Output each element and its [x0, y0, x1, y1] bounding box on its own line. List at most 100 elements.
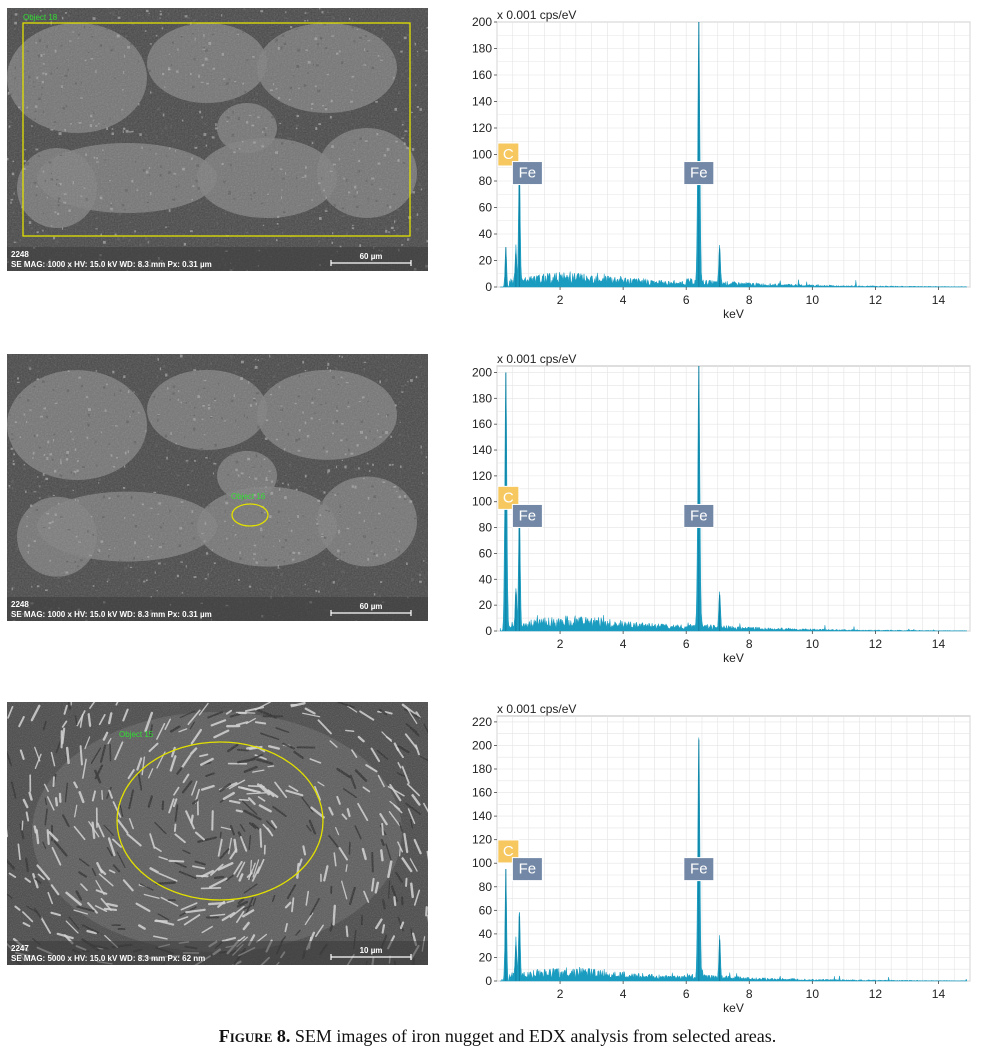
scalebar-label: 60 µm: [360, 602, 383, 611]
element-label-box: [683, 857, 715, 882]
y-tick-label: 120: [472, 833, 492, 847]
x-tick-label: 4: [620, 293, 627, 307]
y-tick-label: 0: [485, 624, 492, 638]
sem-image-id: 2247: [11, 944, 29, 953]
y-axis-label: x 0.001 cps/eV: [497, 352, 576, 366]
x-tick-label: 6: [683, 637, 690, 651]
element-label-text: C: [503, 146, 514, 163]
element-label-fe-2: Fe: [511, 503, 543, 528]
sem-acquisition-info: SE MAG: 1000 x HV: 15.0 kV WD: 8.3 mm Px…: [11, 260, 212, 269]
sem-panel-1: Object 18 2248 SE MAG: 1000 x HV: 15.0 kV …: [7, 8, 428, 271]
y-tick-label: 60: [479, 201, 493, 215]
element-label-text: Fe: [519, 165, 537, 182]
x-axis-label: keV: [723, 307, 744, 321]
x-tick-label: 8: [746, 987, 753, 1001]
selection-ellipse: [231, 503, 269, 527]
element-label-c-1: C: [497, 485, 520, 510]
x-tick-label: 12: [869, 293, 883, 307]
sem-noise: [7, 354, 428, 621]
y-tick-label: 80: [479, 174, 493, 188]
scalebar-label: 10 µm: [360, 946, 383, 955]
y-tick-label: 160: [472, 417, 492, 431]
sem-noise: [7, 8, 428, 271]
element-label-box: [683, 161, 715, 186]
plot-area: 0 20 40 60 80 100 120 140 160 180 200 2 4 6 8 10 12 14 x 0…: [472, 352, 971, 665]
x-tick-label: 4: [620, 987, 627, 1001]
y-tick-label: 160: [472, 786, 492, 800]
x-tick-label: 14: [932, 293, 946, 307]
element-label-box: [511, 161, 543, 186]
y-tick-label: 200: [472, 15, 492, 29]
x-tick-label: 10: [806, 293, 820, 307]
element-label-c-1: C: [497, 142, 520, 167]
sem-panel-2: Object 16 2248 SE MAG: 1000 x HV: 15.0 kV …: [7, 354, 428, 621]
object-label: Object 15: [119, 730, 154, 739]
y-tick-label: 0: [485, 280, 492, 294]
sem-noise: [7, 702, 428, 965]
object-label: Object 18: [23, 13, 58, 22]
y-tick-label: 200: [472, 365, 492, 379]
selection-rectangle: [22, 22, 411, 237]
element-label-box: [683, 503, 715, 528]
y-tick-label: 100: [472, 148, 492, 162]
x-tick-label: 4: [620, 637, 627, 651]
element-label-fe-3: Fe: [683, 857, 715, 882]
scalebar-label: 60 µm: [360, 252, 383, 261]
element-label-text: C: [503, 843, 514, 860]
y-tick-label: 200: [472, 738, 492, 752]
y-tick-label: 160: [472, 68, 492, 82]
y-tick-label: 60: [479, 546, 493, 560]
y-tick-label: 80: [479, 521, 493, 535]
spectrum-area: [500, 21, 968, 288]
edx-chart-svg-1: 0 20 40 60 80 100 120 140 160 180 200 2 4 6 8 10 12 14 x 0…: [472, 8, 971, 321]
x-tick-label: 10: [806, 987, 820, 1001]
element-label-fe-2: Fe: [511, 161, 543, 186]
y-tick-label: 120: [472, 469, 492, 483]
y-tick-label: 180: [472, 762, 492, 776]
plot-area: 0 20 40 60 80 100 120 140 160 180 200 2 4 6 8 10 12 14 x 0…: [472, 8, 971, 321]
x-tick-label: 6: [683, 293, 690, 307]
sem-image-id: 2248: [11, 600, 29, 609]
sem-panel-3: Object 15 2247 SE MAG: 5000 x HV: 15.0 kV …: [7, 702, 428, 965]
y-tick-label: 40: [479, 227, 493, 241]
x-tick-label: 14: [932, 987, 946, 1001]
x-tick-label: 8: [746, 637, 753, 651]
element-label-box: [497, 142, 520, 167]
y-tick-label: 180: [472, 391, 492, 405]
sem-acquisition-info: SE MAG: 5000 x HV: 15.0 kV WD: 8.3 mm Px…: [11, 954, 205, 963]
figure-label: Figure 8.: [218, 1026, 291, 1046]
sem-info-bar: [7, 597, 428, 621]
y-tick-label: 120: [472, 121, 492, 135]
plot-area: 0 20 40 60 80 100 120 140 160 180 200 220 2 4 6 8 10 12 14…: [472, 702, 971, 1015]
object-label: Object 16: [231, 492, 266, 501]
y-tick-label: 140: [472, 443, 492, 457]
x-axis-label: keV: [723, 651, 744, 665]
element-label-fe-3: Fe: [683, 161, 715, 186]
edx-chart-3: 0 20 40 60 80 100 120 140 160 180 200 220 2 4 6 8 10 12 14…: [465, 702, 985, 1017]
edx-chart-svg-3: 0 20 40 60 80 100 120 140 160 180 200 220 2 4 6 8 10 12 14…: [472, 702, 971, 1015]
element-label-fe-2: Fe: [511, 857, 543, 882]
x-tick-label: 12: [869, 637, 883, 651]
x-tick-label: 2: [557, 293, 564, 307]
element-label-text: Fe: [690, 507, 708, 524]
edx-chart-2: 0 20 40 60 80 100 120 140 160 180 200 2 4 6 8 10 12 14 x 0…: [465, 352, 985, 667]
y-tick-label: 20: [479, 950, 493, 964]
y-tick-label: 100: [472, 495, 492, 509]
y-tick-label: 100: [472, 856, 492, 870]
y-tick-label: 20: [479, 598, 493, 612]
figure-caption: Figure 8. SEM images of iron nugget and …: [0, 1026, 995, 1047]
y-tick-label: 40: [479, 927, 493, 941]
element-label-box: [511, 503, 543, 528]
x-tick-label: 6: [683, 987, 690, 1001]
y-tick-label: 140: [472, 95, 492, 109]
selection-ellipse: [116, 741, 324, 901]
sem-info-bar: [7, 941, 428, 965]
sem-acquisition-info: SE MAG: 1000 x HV: 15.0 kV WD: 8.3 mm Px…: [11, 610, 212, 619]
x-axis-label: keV: [723, 1001, 744, 1015]
edx-chart-1: 0 20 40 60 80 100 120 140 160 180 200 2 4 6 8 10 12 14 x 0…: [465, 8, 985, 323]
x-tick-label: 2: [557, 987, 564, 1001]
edx-chart-svg-2: 0 20 40 60 80 100 120 140 160 180 200 2 4 6 8 10 12 14 x 0…: [472, 352, 971, 665]
